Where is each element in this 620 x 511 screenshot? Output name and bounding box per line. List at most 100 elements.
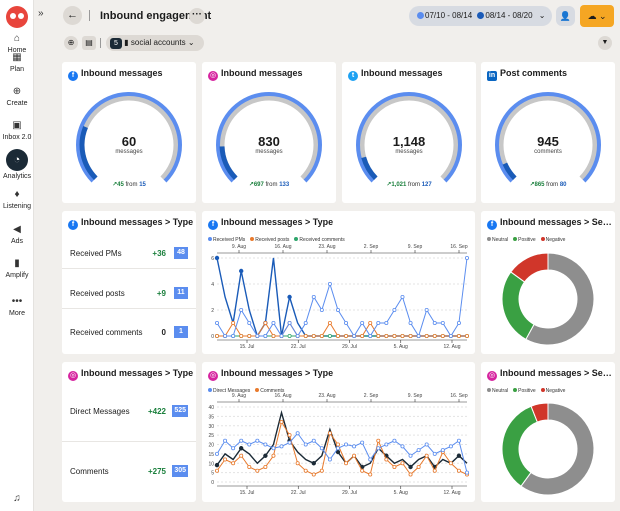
legend-item[interactable]: Positive [513, 237, 536, 243]
legend-item[interactable]: Negative [540, 388, 565, 394]
legend-item[interactable]: Neutral [487, 388, 508, 394]
legend-item[interactable]: Negative [540, 237, 565, 243]
y-tick-label: 4 [211, 282, 214, 288]
owl-logo-icon[interactable] [6, 6, 28, 28]
header-divider [89, 10, 90, 21]
series-point [271, 446, 276, 451]
series-point [456, 438, 461, 443]
series-point [303, 334, 308, 339]
card-title: Inbound messages > Type [221, 217, 334, 227]
sidebar-item-plan[interactable]: ▦ Plan [0, 52, 34, 73]
sidebar-item-create[interactable]: ⊕ Create [0, 86, 34, 107]
social-accounts-selector[interactable]: 5 ▮ social accounts ⌄ [106, 35, 204, 51]
card-title: Inbound messages > Type [81, 217, 194, 227]
gauge-value: 60 [121, 134, 137, 149]
date-range-picker[interactable]: 07/10 - 08/14 08/14 - 08/20 ⌄ [409, 6, 552, 26]
series-point [368, 472, 373, 477]
series-point [344, 461, 349, 466]
legend-dot-icon [540, 388, 545, 392]
top-tick-label: 23. Aug [319, 244, 336, 250]
series-point [440, 334, 445, 339]
gauge-arc [495, 92, 601, 183]
sidebar-item-analytics[interactable]: ◔ Analytics [0, 149, 34, 180]
legend-item[interactable]: Neutral [487, 237, 508, 243]
more-options-button[interactable]: ··· [189, 8, 205, 24]
top-tick-label: 23. Aug [319, 393, 336, 399]
series-point [311, 295, 316, 300]
gauge-unit: messages [255, 149, 283, 155]
collapse-sidebar-icon[interactable]: » [38, 8, 44, 19]
sidebar-item-label: More [9, 310, 25, 317]
back-button[interactable]: ← [63, 6, 82, 25]
sidebar-item-more[interactable]: ••• More [0, 296, 34, 317]
series-point [223, 438, 228, 443]
donut-chart [501, 252, 595, 346]
arrow-up-icon: ↗ [386, 182, 392, 188]
filter-funnel-button[interactable]: ▼ [598, 36, 612, 50]
type-label: Comments [70, 467, 109, 476]
gauge-fill [502, 162, 517, 181]
series-point [352, 334, 357, 339]
compare-series-point [263, 453, 268, 458]
ig-type-card: ◎ Inbound messages > Type Direct Messages… [62, 362, 196, 502]
series-point [432, 451, 437, 456]
row-divider [62, 308, 196, 309]
y-tick-label: 5 [211, 471, 214, 477]
gauge-value: 830 [258, 134, 280, 149]
series-point [239, 453, 244, 458]
inbox-icon: ▣ [12, 120, 22, 131]
series-point [456, 321, 461, 326]
series-point [352, 444, 357, 449]
series-point [424, 453, 429, 458]
type-label: Received comments [70, 328, 143, 337]
series-point [400, 444, 405, 449]
add-filter-button[interactable]: ⊕ [64, 36, 78, 50]
y-tick-label: 6 [211, 256, 214, 262]
calendar-icon: ▦ [12, 52, 22, 63]
legend-dot-icon [250, 237, 255, 241]
sidebar-item-home[interactable]: ⌂ Home [0, 33, 34, 54]
legend-item[interactable]: Received posts [250, 237, 289, 243]
series-point [376, 321, 381, 326]
card-title: Inbound messages > Se… [500, 368, 612, 378]
y-tick-label: 0 [211, 334, 214, 340]
type-value: 525 [172, 405, 188, 417]
type-value: 305 [172, 465, 188, 477]
series-point [231, 321, 236, 326]
series-point [223, 334, 228, 339]
series-point [400, 334, 405, 339]
legend-item[interactable]: Comments [255, 388, 284, 394]
legend-item[interactable]: Received PMs [208, 237, 245, 243]
series-point [376, 438, 381, 443]
legend-dot-icon [513, 237, 518, 241]
comment-button[interactable]: ▤ [82, 36, 96, 50]
gauge-card-facebook: f Inbound messages 60 messages ↗45 from 1… [62, 62, 196, 203]
series-point [344, 321, 349, 326]
gauge-delta: ↗697 from 133 [248, 182, 290, 188]
legend-item[interactable]: Received comments [294, 237, 345, 243]
sidebar-item-inbox[interactable]: ▣ Inbox 2.0 [0, 120, 34, 141]
sidebar-item-listening[interactable]: ♦ Listening [0, 189, 34, 210]
compare-series-line [216, 409, 468, 469]
sidebar-item-amplify[interactable]: ▮ Amplify [0, 258, 34, 279]
series-point [279, 420, 284, 425]
series-point [416, 448, 421, 453]
facebook-icon: f [208, 220, 218, 230]
legend-dot-icon [513, 388, 518, 392]
notifications-bell-icon[interactable]: ♫ [13, 493, 21, 504]
sidebar-item-label: Create [6, 100, 28, 107]
y-tick-label: 40 [208, 405, 214, 411]
sidebar-item-ads[interactable]: ◀ Ads [0, 224, 34, 245]
legend-item[interactable]: Direct Messages [208, 388, 250, 394]
bottom-tick-label: 15. Jul [240, 490, 255, 496]
legend-dot-icon [540, 237, 545, 241]
instagram-icon: ◎ [208, 71, 218, 81]
top-tick-label: 9. Aug [232, 244, 246, 250]
share-user-button[interactable]: 👤 [556, 6, 575, 26]
series-point [440, 448, 445, 453]
series-point [408, 453, 413, 458]
facebook-icon: f [487, 220, 497, 230]
export-button[interactable]: ☁ ⌄ [580, 5, 614, 27]
legend-item[interactable]: Positive [513, 388, 536, 394]
compare-series-point [335, 449, 341, 455]
